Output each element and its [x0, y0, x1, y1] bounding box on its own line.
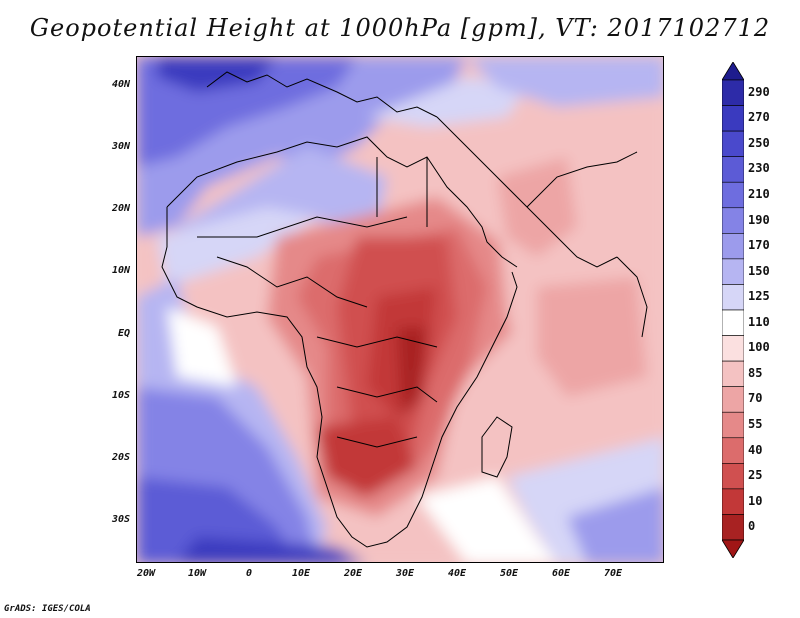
colorbar-label: 100 [748, 340, 770, 355]
colorbar-label: 0 [748, 519, 756, 534]
map-panel [136, 56, 664, 563]
lon-label-10w: 10W [187, 568, 207, 579]
colorbar-swatch [721, 207, 745, 234]
lat-label-30s: 30S [111, 514, 130, 525]
colorbar-swatch [721, 181, 745, 209]
colorbar-swatch [721, 284, 745, 311]
geopotential-field [137, 57, 663, 562]
lat-label-40n: 40N [111, 79, 130, 90]
colorbar-label: 170 [748, 238, 770, 253]
colorbar-label: 125 [748, 289, 770, 304]
colorbar-swatch [721, 79, 745, 106]
colorbar-swatch [721, 335, 745, 362]
colorbar-svg [721, 61, 745, 559]
colorbar-label: 230 [748, 161, 770, 176]
lat-label-eq: EQ [117, 328, 130, 339]
colorbar-label: 110 [748, 314, 770, 329]
colorbar-swatch [721, 105, 745, 132]
lon-label-0: 0 [245, 568, 253, 579]
colorbar-label: 210 [748, 187, 770, 201]
colorbar-label: 25 [748, 468, 763, 483]
colorbar-label: 85 [748, 365, 763, 380]
colorbar-swatch [721, 386, 745, 413]
colorbar-bottom-arrow [721, 539, 745, 559]
lon-label-50e: 50E [499, 568, 519, 579]
lat-label-20s: 20S [111, 452, 130, 463]
lat-label-30n: 30N [111, 141, 130, 152]
colorbar-label: 55 [748, 417, 763, 431]
colorbar-label: 190 [748, 212, 770, 227]
colorbar-label: 40 [748, 442, 763, 457]
map-title: Geopotential Height at 1000hPa [gpm], VT… [29, 14, 771, 42]
lon-label-20e: 20E [343, 568, 363, 579]
colorbar-swatch [721, 437, 745, 464]
lat-label-10n: 10N [111, 265, 130, 276]
colorbar-swatch [721, 360, 745, 387]
lat-label-20n: 20N [111, 203, 130, 214]
colorbar-swatch [721, 309, 745, 336]
colorbar-swatch [721, 463, 745, 490]
colorbar-label: 290 [748, 84, 770, 99]
height-contours [137, 57, 663, 562]
colorbar-swatch [721, 488, 745, 515]
lon-label-70e: 70E [603, 568, 623, 579]
colorbar-label: 150 [748, 263, 770, 278]
colorbar-swatch [721, 258, 745, 285]
coastlines [161, 71, 648, 548]
colorbar-swatch [721, 156, 745, 183]
colorbar-label: 250 [748, 135, 770, 150]
lat-label-10s: 10S [111, 390, 130, 401]
lon-label-20w: 20W [136, 568, 156, 579]
lon-label-40e: 40E [447, 568, 467, 579]
colorbar-label: 70 [748, 391, 763, 406]
footer-credit: GrADS: IGES/COLA [4, 604, 91, 614]
lon-label-60e: 60E [551, 568, 571, 579]
colorbar-label: 270 [748, 110, 770, 125]
colorbar-swatch [721, 233, 745, 260]
colorbar [721, 61, 745, 559]
colorbar-swatch [721, 514, 745, 541]
colorbar-swatch [721, 130, 745, 157]
colorbar-swatch [721, 411, 745, 439]
lon-label-30e: 30E [395, 568, 415, 579]
colorbar-label: 10 [748, 493, 763, 508]
colorbar-top-arrow [721, 61, 745, 81]
lon-label-10e: 10E [291, 568, 311, 579]
